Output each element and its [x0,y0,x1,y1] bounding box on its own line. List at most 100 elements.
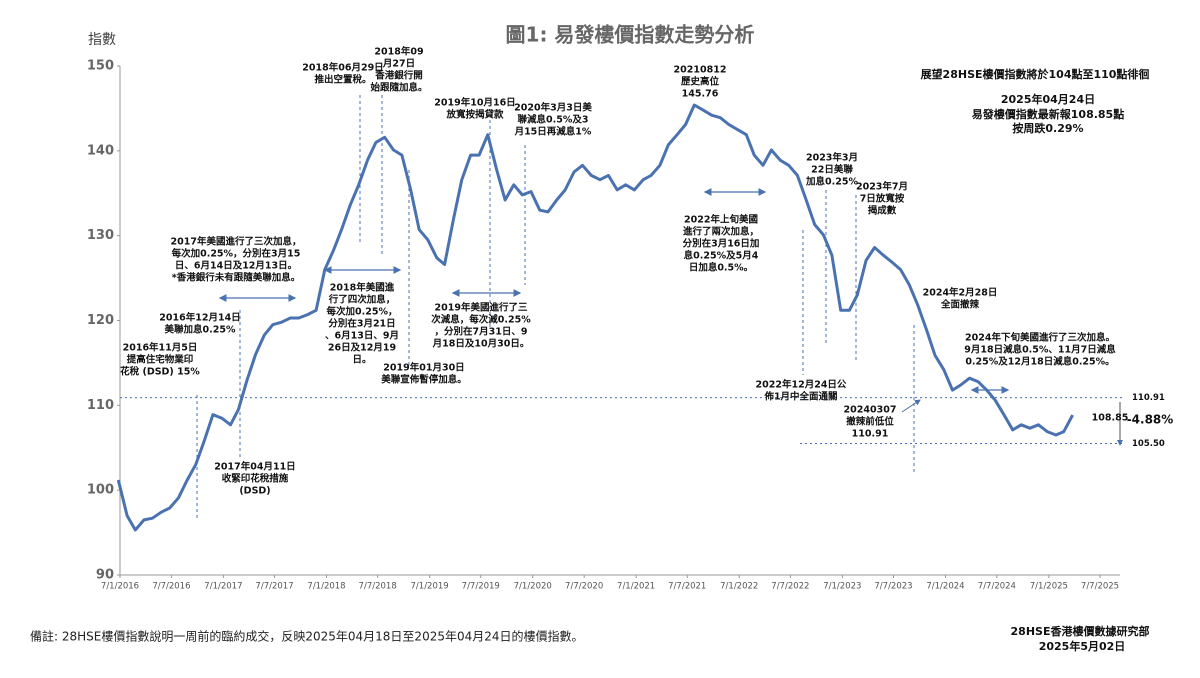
annotation: 2022年12月24日公 [756,379,847,391]
y-tick-label: 150 [87,59,114,74]
annotation: 20210812 [674,65,727,76]
annotation: 2016年11月5日 [123,342,198,354]
annotation: 26日及12月19 [328,343,396,354]
annotation: 美聯加息0.25% [164,324,236,336]
x-tick-label: 7/7/2022 [771,582,809,592]
x-tick-label: 7/1/2024 [926,582,964,592]
annotation: 9月18日減息0.5%、11月7日減息 [964,344,1116,356]
annotation: 日、6月14日及12月13日。 [175,261,297,272]
annotation: 分別在3月16日加 [683,238,760,250]
annotation: 聯減息0.5%及3 [518,114,589,126]
annotation: 110.91 [852,429,889,440]
annotation: 2023年3月 [806,152,858,164]
annotation: 2024年下旬美國進行了三次加息。 [965,332,1115,344]
annotation: 進行了兩次加息， [683,226,759,238]
outlook: 2025年04月24日 [1001,92,1095,106]
annotation: 推出空置稅。 [314,74,371,86]
annotation: 日。 [352,355,371,366]
outlook: 易發樓價指數最新報108.85點 [972,107,1124,121]
annotation: 145.76 [682,89,719,100]
pointer-arrow [901,399,921,413]
annotation: 每次加0.25%， [327,306,398,318]
source: 28HSE香港樓價數據研究部 [1011,624,1150,638]
annotation: 每次加0.25%，分別在3月15 [172,248,301,260]
annotation: 歷史高位 [681,76,720,88]
x-tick-label: 7/1/2018 [307,582,345,592]
annotation: 放寬按揭貸款 [445,109,504,121]
annotation: 2017年美國進行了三次加息， [171,236,302,248]
annotation: 2024年2月28日 [923,287,998,299]
annotation: 月27日 [382,59,415,70]
annotation: 2019年美國進行了三 [435,302,528,314]
annotation: (DSD) [239,486,270,497]
x-tick-label: 7/1/2025 [1030,582,1068,592]
x-tick-label: 7/1/2020 [514,582,552,592]
annotation: 次減息，每次減0.25% [431,314,531,326]
y-tick-label: 100 [87,483,114,498]
annotation: 香港銀行開 [374,70,423,82]
annotation: 2018年09 [374,46,423,58]
x-tick-label: 7/7/2020 [565,582,603,592]
index-line [116,103,1074,532]
y-tick-label: 110 [87,398,114,413]
annotation: 揭成數 [868,205,897,217]
annotation: 22日美聯 [811,164,853,176]
annotation: 108.85 [1092,413,1129,424]
x-tick-label: 7/1/2019 [411,582,449,592]
footnote: 備註: 28HSE樓價指數說明一周前的臨約成交，反映2025年04月18日至20… [30,629,584,644]
y-tick-label: 140 [87,143,114,158]
annotation: 2019年01月30日 [383,362,464,374]
annotation: 2018年06月29日 [302,62,383,74]
annotation: 2017年04月11日 [214,461,295,473]
annotation: 全面撤辣 [940,299,980,311]
annotation: 7日放寬按 [860,193,905,205]
annotation: 2022年上旬美國 [684,214,758,226]
annotation: *香港銀行未有跟隨美聯加息。 [172,272,300,284]
annotation: 息0.25%及5月4 [684,250,759,262]
chart-title: 圖1: 易發樓價指數走勢分析 [506,23,755,47]
annotation: 、6月13日、9月 [325,331,399,342]
annotation: 撤辣前低位 [846,416,894,428]
y-tick-label: 90 [96,568,114,583]
annotation: 2019年10月16日 [434,97,515,109]
event-lines [196,95,915,520]
annotation: 0.25%及12月18日減息0.25%。 [965,356,1114,368]
annotation: 月18日及10月30日。 [432,339,530,350]
x-tick-label: 7/1/2016 [101,582,139,592]
annotation: 20240307 [844,405,897,416]
x-tick-label: 7/7/2016 [152,582,190,592]
x-tick-label: 7/1/2022 [720,582,758,592]
x-tick-label: 7/1/2021 [617,582,655,592]
x-tick-label: 7/7/2025 [1081,582,1119,592]
x-tick-label: 7/7/2024 [978,582,1016,592]
x-tick-label: 7/1/2017 [204,582,242,592]
annotation: 收緊印花稅措施 [222,473,289,485]
y-tick-label: 120 [87,313,114,328]
annotation: 分別在3月21日 [328,318,395,330]
annotation: 美聯宣佈暫停加息。 [380,374,467,386]
annotation: 花稅 (DSD) 15% [120,366,200,378]
annotation: -4.88% [1127,413,1174,427]
annotation: 佈1月中全面通關 [763,391,837,403]
annotation: 月15日再減息1% [514,126,592,138]
annotation: ，分別在7月31日、9 [435,326,528,338]
x-tick-label: 7/7/2023 [874,582,912,592]
annotation: 2016年12月14日 [159,312,240,324]
annotation: 2018年美國進 [330,282,395,294]
x-tick-label: 7/7/2021 [668,582,706,592]
x-tick-label: 7/7/2019 [462,582,500,592]
y-tick-label: 130 [87,228,114,243]
source-date: 2025年5月02日 [1039,639,1126,653]
x-tick-label: 7/7/2017 [255,582,293,592]
annotation: 2023年7月 [856,181,908,193]
y-axis-label: 指數 [88,32,116,48]
annotation: 加息0.25% [805,176,858,188]
annotation: 始跟隨加息。 [370,82,427,94]
outlook: 展望28HSE樓價指數將於104點至110點徘徊 [920,67,1150,81]
annotation: 提高住宅物業印 [127,354,194,366]
x-tick-label: 7/1/2023 [823,582,861,592]
outlook: 按周跌0.29% [1012,121,1083,135]
annotation: 2020年3月3日美 [514,102,592,114]
reference-label: 110.91 [1132,393,1165,403]
x-tick-label: 7/7/2018 [359,582,397,592]
